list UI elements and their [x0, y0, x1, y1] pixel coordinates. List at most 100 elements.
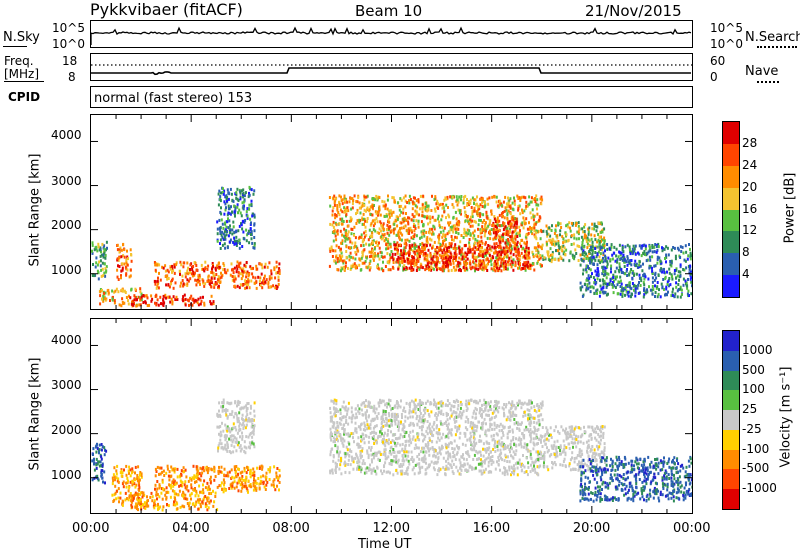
- power-colorbar-swatch-2: [723, 231, 739, 254]
- power-region-0: [91, 240, 108, 281]
- power-colorbar-tick: 20: [742, 179, 758, 194]
- velocity-ytick-4000: 4000: [51, 333, 82, 347]
- freq-label-underline: [4, 81, 44, 82]
- velocity-region-2: [129, 491, 219, 512]
- power-colorbar-tick: 12: [742, 223, 758, 238]
- freq-tick-bottom: 8: [68, 70, 76, 84]
- power-region-9: [542, 221, 606, 264]
- power-heatmap: [91, 115, 694, 309]
- nsky-left-tick-bottom: 10^0: [52, 37, 85, 51]
- power-region-7: [391, 243, 532, 273]
- velocity-colorbar-tick: -1000: [742, 481, 777, 496]
- freq-tick-top: 18: [62, 54, 78, 68]
- power-region-2: [116, 242, 133, 281]
- freq-label: Freq.: [4, 54, 34, 68]
- velocity-colorbar-swatch-0: [723, 331, 739, 351]
- power-colorbar-swatch-5: [723, 165, 739, 188]
- power-colorbar-tick: 4: [742, 267, 750, 282]
- velocity-heatmap: [91, 319, 694, 513]
- date-title: 21/Nov/2015: [585, 2, 682, 20]
- nave-tick-top: 60: [710, 54, 726, 68]
- station-title: Pykkvibaer (fitACF): [90, 0, 243, 19]
- power-ytick-4000: 4000: [51, 128, 82, 142]
- nsky-left-tick-top: 10^5: [52, 21, 85, 35]
- nsearch-dotted-legend: [757, 46, 797, 48]
- velocity-region-4: [216, 398, 256, 455]
- cpid-label: CPID: [8, 90, 41, 104]
- power-region-4: [153, 260, 281, 290]
- nsky-label-underline: [3, 46, 27, 47]
- x-axis-tick: 08:00: [272, 521, 310, 536]
- freq-trace: [91, 64, 692, 76]
- velocity-ytick-2000: 2000: [51, 423, 82, 437]
- velocity-region-6: [541, 425, 606, 472]
- velocity-colorbar-swatch-4: [723, 410, 739, 430]
- velocity-colorbar-tick: 500: [742, 362, 765, 377]
- velocity-region-5: [329, 398, 544, 477]
- power-colorbar-swatch-3: [723, 209, 739, 232]
- velocity-colorbar-swatch-8: [723, 489, 739, 510]
- power-colorbar-tick: 24: [742, 157, 758, 172]
- power-ylabel: Slant Range [km]: [27, 153, 43, 267]
- freq-panel: [90, 53, 693, 81]
- nave-dotted-legend: [757, 81, 779, 83]
- power-region-5: [216, 185, 256, 250]
- power-colorbar-tick: 28: [742, 135, 758, 150]
- nsearch-label: N.Search: [745, 30, 800, 45]
- power-colorbar-swatch-4: [723, 187, 739, 210]
- cpid-text: normal (fast stereo) 153: [94, 91, 253, 106]
- power-region-6: [328, 194, 544, 273]
- x-axis-tick: 04:00: [172, 521, 210, 536]
- power-colorbar-swatch-0: [723, 275, 739, 297]
- velocity-colorbar-swatch-1: [723, 350, 739, 371]
- power-ytick-1000: 1000: [51, 263, 82, 277]
- velocity-chart: [90, 318, 694, 514]
- power-colorbar-swatch-7: [723, 122, 739, 144]
- power-colorbar-tick: 8: [742, 245, 750, 260]
- velocity-ytick-1000: 1000: [51, 468, 82, 482]
- power-colorbar: [722, 121, 740, 298]
- power-chart: [90, 114, 694, 310]
- nave-tick-bottom: 0: [710, 70, 718, 84]
- beam-title: Beam 10: [355, 2, 423, 20]
- power-ytick-3000: 3000: [51, 174, 82, 188]
- velocity-colorbar-swatch-2: [723, 370, 739, 391]
- velocity-ytick-3000: 3000: [51, 378, 82, 392]
- power-colorbar-swatch-6: [723, 143, 739, 166]
- velocity-region-7: [579, 455, 694, 503]
- nsky-label: N.Sky: [3, 30, 40, 45]
- velocity-colorbar-tick: 25: [742, 402, 758, 417]
- freq-unit-label: [MHz]: [4, 67, 40, 81]
- nsky-right-tick-top: 10^5: [710, 21, 743, 35]
- x-axis-tick: 00:00: [673, 521, 711, 536]
- velocity-region-1: [111, 464, 143, 507]
- velocity-colorbar-swatch-5: [723, 429, 739, 450]
- power-region-8: [492, 216, 519, 255]
- x-axis-tick: 16:00: [472, 521, 511, 536]
- velocity-colorbar-tick: -25: [742, 421, 762, 436]
- power-colorbar-label: Power [dB]: [782, 172, 798, 244]
- velocity-region-0: [91, 442, 108, 485]
- nsky-trace: [90, 26, 692, 45]
- x-axis-label: Time UT: [358, 537, 412, 552]
- velocity-ylabel: Slant Range [km]: [27, 357, 43, 471]
- nsky-panel: [90, 20, 693, 48]
- power-ytick-2000: 2000: [51, 218, 82, 232]
- velocity-colorbar-tick: 1000: [742, 342, 773, 357]
- x-axis-tick: 20:00: [572, 521, 611, 536]
- power-colorbar-tick: 16: [742, 201, 758, 216]
- velocity-colorbar-tick: 100: [742, 382, 765, 397]
- power-region-10: [579, 242, 694, 299]
- nave-label: Nave: [745, 64, 779, 79]
- power-region-1: [98, 287, 143, 308]
- velocity-region-3: [154, 464, 281, 494]
- power-colorbar-swatch-1: [723, 253, 739, 276]
- x-axis-tick: 12:00: [372, 521, 410, 536]
- velocity-colorbar-swatch-3: [723, 390, 739, 411]
- velocity-colorbar-label: Velocity [m s⁻¹]: [778, 366, 794, 468]
- x-axis-tick: 00:00: [72, 521, 110, 536]
- nsky-right-tick-bottom: 10^0: [710, 37, 743, 51]
- velocity-colorbar: [722, 330, 740, 510]
- velocity-colorbar-swatch-7: [723, 469, 739, 490]
- velocity-colorbar-tick: -100: [742, 441, 770, 456]
